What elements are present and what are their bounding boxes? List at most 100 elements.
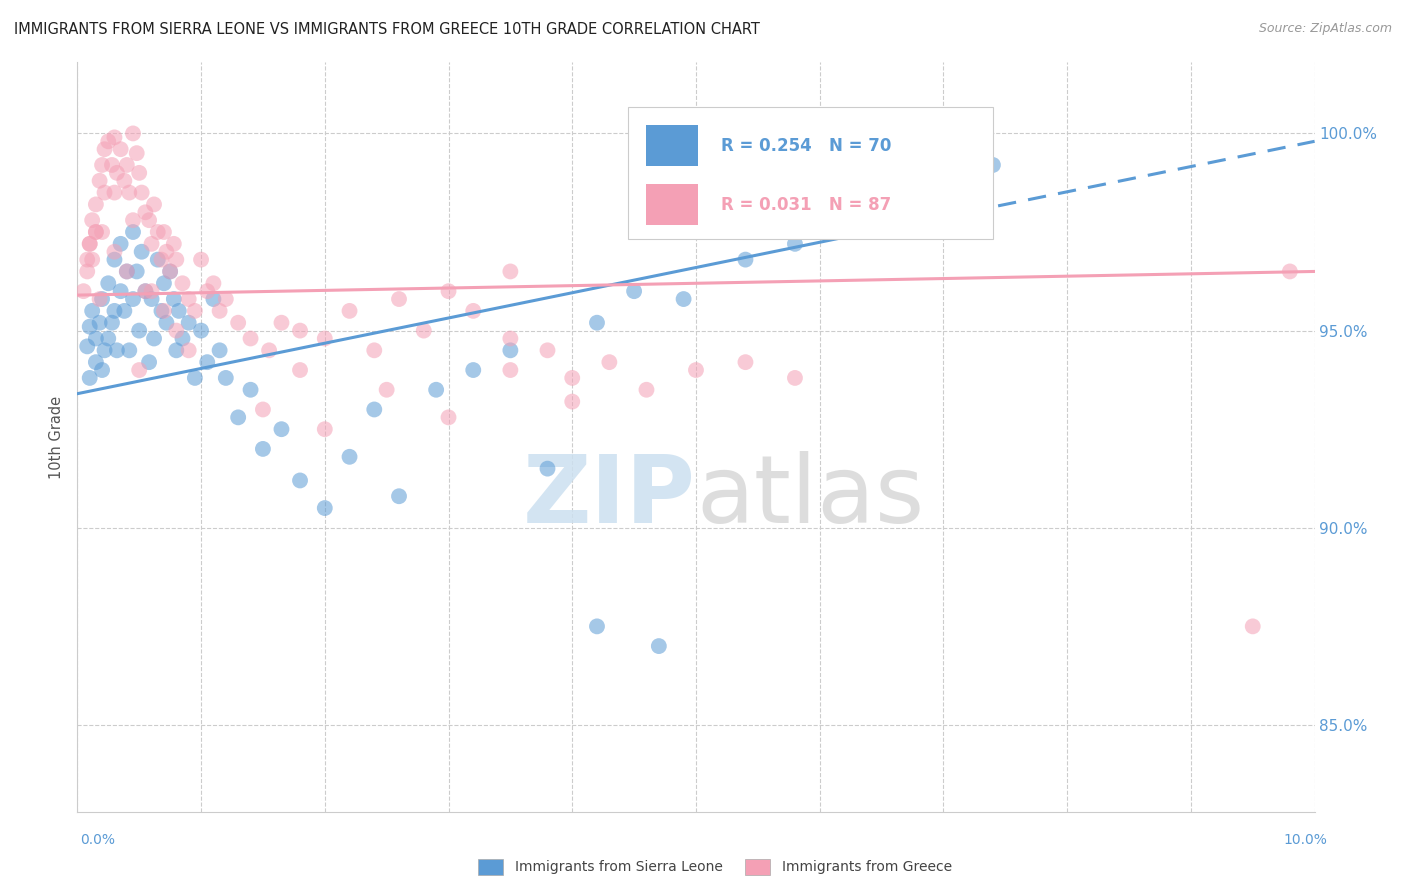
- Point: [103, 304, 125, 318]
- Point: [153, 277, 176, 291]
- Point: [177, 316, 200, 330]
- Point: [84, 225, 107, 239]
- Point: [115, 264, 138, 278]
- Point: [184, 304, 207, 318]
- Point: [84, 225, 107, 239]
- Point: [363, 343, 385, 358]
- Point: [122, 213, 145, 227]
- Point: [141, 292, 163, 306]
- Point: [84, 197, 107, 211]
- Point: [79, 236, 101, 251]
- Point: [153, 225, 176, 239]
- Point: [118, 343, 141, 358]
- Point: [128, 324, 150, 338]
- Point: [195, 355, 218, 369]
- Point: [91, 158, 114, 172]
- Point: [91, 363, 114, 377]
- Point: [375, 383, 398, 397]
- Point: [79, 319, 101, 334]
- Point: [141, 236, 163, 251]
- Point: [437, 410, 460, 425]
- Point: [97, 134, 120, 148]
- Point: [91, 292, 114, 306]
- Point: [97, 277, 120, 291]
- Point: [159, 264, 181, 278]
- Point: [131, 244, 153, 259]
- Point: [101, 316, 124, 330]
- Point: [89, 292, 111, 306]
- Y-axis label: 10th Grade: 10th Grade: [49, 395, 65, 479]
- Point: [76, 264, 98, 278]
- Point: [163, 236, 186, 251]
- Point: [131, 186, 153, 200]
- Point: [155, 316, 177, 330]
- Point: [257, 343, 280, 358]
- Point: [138, 355, 160, 369]
- Point: [932, 166, 955, 180]
- Point: [163, 292, 186, 306]
- Point: [226, 316, 249, 330]
- Point: [215, 292, 238, 306]
- Point: [1241, 619, 1264, 633]
- Point: [636, 383, 658, 397]
- Point: [134, 284, 156, 298]
- Point: [208, 343, 231, 358]
- Text: Immigrants from Greece: Immigrants from Greece: [782, 860, 952, 874]
- Point: [536, 343, 558, 358]
- Point: [270, 316, 292, 330]
- Point: [208, 304, 231, 318]
- Point: [586, 619, 609, 633]
- Point: [76, 252, 98, 267]
- Point: [128, 363, 150, 377]
- Point: [412, 324, 434, 338]
- Point: [134, 284, 156, 298]
- Point: [388, 489, 411, 503]
- Text: IMMIGRANTS FROM SIERRA LEONE VS IMMIGRANTS FROM GREECE 10TH GRADE CORRELATION CH: IMMIGRANTS FROM SIERRA LEONE VS IMMIGRAN…: [14, 22, 759, 37]
- Text: Source: ZipAtlas.com: Source: ZipAtlas.com: [1258, 22, 1392, 36]
- Point: [536, 461, 558, 475]
- Point: [561, 394, 583, 409]
- Point: [155, 244, 177, 259]
- Point: [165, 343, 187, 358]
- Point: [159, 264, 181, 278]
- Point: [110, 142, 132, 156]
- Point: [195, 284, 218, 298]
- Point: [883, 197, 905, 211]
- Point: [115, 158, 138, 172]
- Point: [314, 331, 336, 345]
- Point: [288, 324, 311, 338]
- Point: [84, 331, 107, 345]
- FancyBboxPatch shape: [628, 107, 993, 238]
- Point: [105, 166, 128, 180]
- Point: [72, 284, 94, 298]
- Point: [339, 450, 361, 464]
- Point: [79, 371, 101, 385]
- Point: [648, 639, 671, 653]
- Point: [981, 158, 1004, 172]
- Point: [288, 474, 311, 488]
- Point: [105, 343, 128, 358]
- Text: 10.0%: 10.0%: [1284, 833, 1327, 847]
- Point: [623, 284, 645, 298]
- Point: [103, 186, 125, 200]
- Point: [177, 292, 200, 306]
- Point: [153, 304, 176, 318]
- Point: [82, 213, 104, 227]
- Point: [143, 331, 166, 345]
- Point: [783, 236, 806, 251]
- Point: [598, 355, 620, 369]
- Point: [1278, 264, 1301, 278]
- Point: [202, 292, 225, 306]
- Point: [270, 422, 292, 436]
- Point: [167, 304, 190, 318]
- Point: [734, 252, 756, 267]
- Point: [143, 197, 166, 211]
- Point: [110, 236, 132, 251]
- Point: [499, 343, 522, 358]
- Point: [437, 284, 460, 298]
- Point: [125, 264, 148, 278]
- Point: [79, 236, 101, 251]
- Point: [110, 284, 132, 298]
- Point: [103, 252, 125, 267]
- Text: atlas: atlas: [696, 451, 924, 543]
